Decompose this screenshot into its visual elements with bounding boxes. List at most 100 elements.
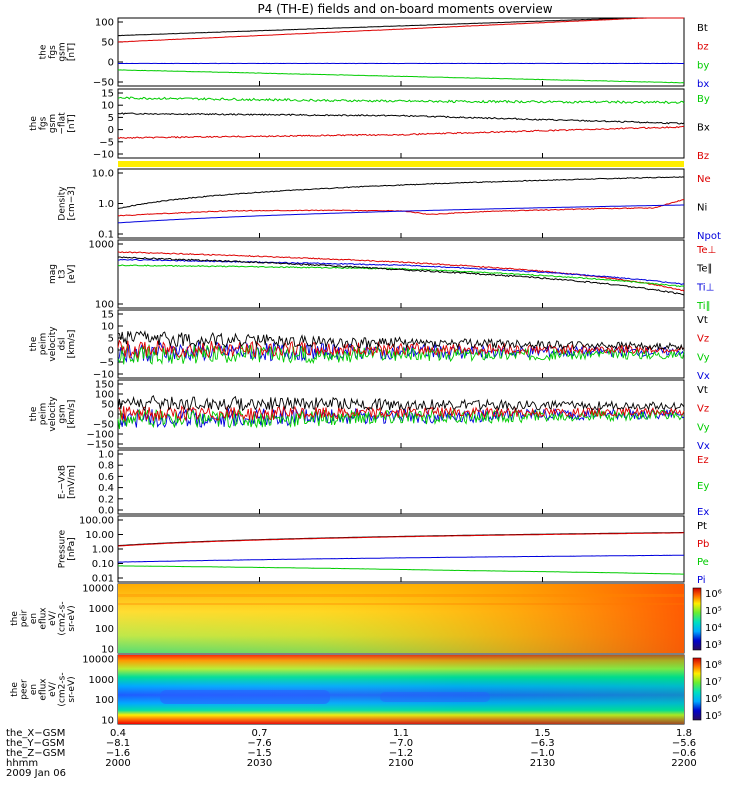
y-tick-label: 15 — [101, 310, 114, 321]
y-axis-label-line: [nT] — [67, 114, 77, 132]
date-label: 2009 Jan 06 — [6, 768, 66, 779]
y-axis-label-line: Pressure — [58, 529, 68, 568]
legend-Ti⊥: Ti⊥ — [696, 282, 714, 293]
y-axis-label-line: eflux — [39, 678, 49, 701]
panel-7: E-−VxB [mV/m] 1.00.80.60.40.20.0 Ez Ey Ex — [58, 450, 710, 519]
y-axis-label-line: sr-eV) — [67, 676, 77, 702]
y-tick-label: 1.0 — [98, 450, 114, 461]
y-tick-label: 1.0 — [98, 199, 114, 210]
series-Pi — [118, 555, 684, 562]
y-axis-label-line: peim — [39, 333, 49, 356]
y-axis-label-line: the — [29, 336, 39, 351]
y-tick-label: 0 — [108, 58, 114, 69]
y-tick-label: −5 — [99, 358, 114, 369]
y-axis-label-line: dsl — [58, 338, 68, 351]
series-Pb — [118, 533, 684, 546]
y-axis-label-line: en — [29, 684, 39, 695]
legend-Ne: Ne — [697, 174, 711, 185]
y-axis-label-line: eflux — [39, 607, 49, 630]
series-by — [118, 70, 684, 83]
series-Ti⊥ — [118, 259, 684, 284]
y-tick-label: 100.00 — [79, 516, 114, 527]
legend-Vt: Vt — [697, 385, 708, 396]
y-tick-label: 0.10 — [92, 559, 114, 570]
legend-bz: bz — [697, 42, 709, 53]
y-axis-label-line: [km/s] — [67, 400, 77, 429]
series-By — [118, 97, 684, 103]
legend-Ez: Ez — [697, 455, 709, 466]
series-Te⊥ — [118, 252, 684, 292]
y-tick-label: −5 — [99, 137, 114, 148]
y-axis-label-line: the — [29, 406, 39, 421]
legend-Vy: Vy — [697, 422, 710, 433]
y-axis-label-line: the — [29, 116, 39, 131]
y-tick-label: 0 — [108, 346, 114, 357]
y-tick-label: 1.00 — [92, 545, 114, 556]
y-axis-label-line: [nPa] — [67, 537, 77, 560]
legend-Pe: Pe — [697, 557, 709, 568]
y-axis-label-line: velocity — [48, 326, 58, 362]
y-axis-label-line: [nT] — [67, 43, 77, 61]
series-Bz — [118, 126, 684, 138]
y-axis-label-line: (cm2-s- — [58, 601, 68, 635]
legend-by: by — [697, 60, 709, 71]
legend-Pb: Pb — [697, 539, 709, 550]
electron-spectrogram — [118, 655, 684, 724]
y-axis-label-line: fgs — [39, 116, 49, 130]
legend-Bt: Bt — [697, 23, 708, 34]
colorbar-tick-label: 10⁵ — [705, 711, 722, 722]
y-tick-label: 0.6 — [98, 472, 114, 483]
y-axis-label-line: eV/ — [48, 610, 58, 626]
y-tick-label: 100 — [95, 18, 114, 29]
y-tick-label: −50 — [93, 78, 114, 89]
series-bz — [118, 18, 684, 42]
series-Pe — [118, 566, 684, 574]
y-tick-label: 100 — [95, 624, 114, 635]
legend-Vy: Vy — [697, 352, 710, 363]
panel-frame — [118, 169, 684, 238]
legend-bx: bx — [697, 79, 709, 90]
colorbar-electron — [693, 658, 701, 720]
colorbar-ion — [693, 588, 701, 650]
y-tick-label: 1000 — [89, 675, 114, 686]
y-axis-label-line: E-−VxB — [58, 465, 68, 499]
colorbar-tick-label: 10⁶ — [705, 589, 722, 600]
panel-1: the fgs gsm [nT] 100 50 0 −50 Bt bz by bx — [39, 18, 710, 91]
y-tick-label: 10000 — [82, 655, 114, 666]
series-Pt — [118, 533, 684, 546]
legend-Ey: Ey — [697, 481, 709, 492]
panel-4: mag t3 [eV]1000100Te⊥Te∥Ti⊥Ti∥ — [48, 240, 716, 313]
y-tick-label: 10 — [101, 101, 114, 112]
y-axis-label-line: [eV] — [67, 265, 77, 284]
panel-3: Density [cm−3]10.01.00.1NeNiNpot — [58, 169, 721, 243]
legend-Te⊥: Te⊥ — [696, 245, 716, 256]
y-axis-label-line: [mV/m] — [67, 465, 77, 499]
legend-Vz: Vz — [697, 334, 709, 345]
y-tick-label: 10 — [101, 322, 114, 333]
legend-Pi: Pi — [697, 575, 706, 586]
legend-Bx: Bx — [697, 123, 710, 134]
x-axis-value: 2200 — [671, 758, 696, 769]
y-axis-label-line: peir — [20, 609, 30, 627]
series-Npot — [118, 205, 684, 223]
colorbar-tick-label: 10⁵ — [705, 606, 722, 617]
y-axis-label-line: peim — [39, 403, 49, 426]
legend-Npot: Npot — [697, 231, 721, 242]
y-axis-label-line: [cm−3] — [67, 186, 77, 220]
x-axis-value: 2000 — [105, 758, 130, 769]
y-axis-label-line: velocity — [48, 396, 58, 432]
figure-title: P4 (TH-E) fields and on-board moments ov… — [257, 2, 552, 16]
y-axis-label-line: peer — [20, 679, 30, 700]
colorbar-tick-label: 10⁴ — [705, 623, 722, 634]
y-tick-label: 5 — [108, 113, 114, 124]
legend-Ex: Ex — [697, 507, 709, 518]
y-axis-label-line: gsm — [58, 404, 68, 423]
legend-Vz: Vz — [697, 404, 709, 415]
legend-By: By — [697, 94, 710, 105]
colorbar-tick-label: 10⁷ — [705, 677, 722, 688]
y-tick-label: 1000 — [89, 240, 114, 251]
y-tick-label: 0 — [108, 125, 114, 136]
y-axis-label-line: t3 — [58, 269, 68, 278]
panel-frame — [118, 450, 684, 514]
